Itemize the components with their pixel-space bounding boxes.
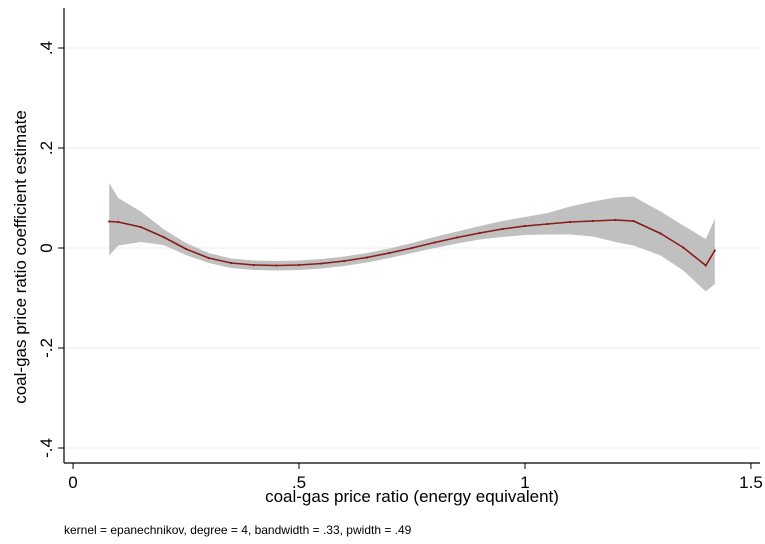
- series-point: [297, 263, 301, 267]
- series-point: [184, 247, 188, 251]
- y-tick-label: -.4: [37, 438, 56, 458]
- series-point: [320, 262, 323, 265]
- y-axis-title: coal-gas price ratio coefficient estimat…: [11, 110, 30, 404]
- series-point: [591, 219, 594, 223]
- y-tick-label: -.2: [37, 338, 56, 358]
- series-point: [713, 249, 716, 252]
- series-point: [523, 224, 527, 228]
- series-point: [275, 264, 278, 267]
- series-point: [632, 219, 635, 223]
- series-point: [410, 246, 414, 250]
- series-point: [162, 235, 165, 239]
- series-point: [456, 236, 459, 239]
- x-axis-ticks: 0 .5 1 1.5: [68, 463, 763, 492]
- axes: [63, 8, 760, 464]
- y-tick-label: .4: [37, 41, 56, 55]
- y-tick-label: 0: [37, 243, 56, 252]
- x-axis-title: coal-gas price ratio (energy equivalent): [265, 487, 559, 506]
- y-axis-ticks: -.4 -.2 0 .2 .4: [37, 41, 64, 458]
- chart-note: kernel = epanechnikov, degree = 4, bandw…: [64, 523, 412, 537]
- series-point: [501, 227, 504, 231]
- series-point: [659, 232, 662, 235]
- y-tick-label: .2: [37, 141, 56, 155]
- series-point: [365, 256, 368, 259]
- series-point: [108, 220, 111, 223]
- series-point: [207, 256, 210, 260]
- series-point: [252, 263, 255, 267]
- x-tick-label: 1.5: [739, 473, 763, 492]
- series-point: [388, 251, 391, 255]
- series-point: [682, 246, 685, 249]
- series-point: [478, 231, 481, 235]
- series-point: [433, 241, 436, 244]
- series-point: [614, 218, 617, 222]
- series-point: [343, 259, 346, 263]
- series-point: [230, 261, 233, 265]
- x-tick-label: 1: [520, 473, 529, 492]
- x-tick-label: 0: [68, 473, 77, 492]
- fitted-line: [108, 218, 716, 267]
- series-point: [139, 225, 142, 229]
- x-tick-label: .5: [292, 473, 306, 492]
- series-point: [704, 264, 707, 267]
- series-point: [117, 220, 120, 224]
- series-point: [569, 220, 572, 224]
- series-point: [546, 222, 549, 226]
